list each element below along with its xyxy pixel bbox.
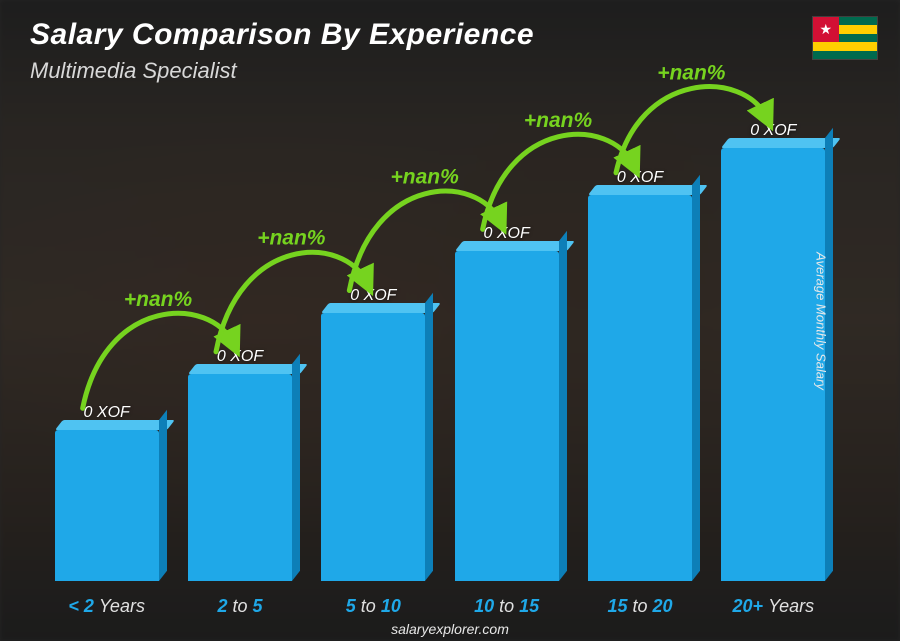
chart-title: Salary Comparison By Experience bbox=[30, 18, 534, 52]
bar-value-label: 0 XOF bbox=[350, 287, 396, 305]
bar bbox=[455, 251, 559, 581]
bar-value-label: 0 XOF bbox=[750, 122, 796, 140]
x-axis-labels: < 2 Years2 to 55 to 1010 to 1515 to 2020… bbox=[40, 596, 840, 617]
bar-group: 0 XOF bbox=[40, 110, 173, 581]
bar-group: 0 XOF bbox=[440, 110, 573, 581]
bar-chart: 0 XOF0 XOF0 XOF0 XOF0 XOF0 XOF bbox=[40, 110, 840, 581]
bar bbox=[188, 374, 292, 581]
x-axis-label: < 2 Years bbox=[40, 596, 173, 617]
x-axis-label: 2 to 5 bbox=[173, 596, 306, 617]
togo-flag-icon: ★ bbox=[812, 16, 878, 60]
bar-group: 0 XOF bbox=[307, 110, 440, 581]
bar bbox=[588, 195, 692, 581]
footer-credit: salaryexplorer.com bbox=[0, 621, 900, 637]
x-axis-label: 20+ Years bbox=[707, 596, 840, 617]
bar-group: 0 XOF bbox=[573, 110, 706, 581]
chart-subtitle: Multimedia Specialist bbox=[30, 58, 534, 84]
x-axis-label: 10 to 15 bbox=[440, 596, 573, 617]
bar bbox=[321, 313, 425, 581]
x-axis-label: 15 to 20 bbox=[573, 596, 706, 617]
bar bbox=[55, 430, 159, 581]
bar-group: 0 XOF bbox=[173, 110, 306, 581]
header: Salary Comparison By Experience Multimed… bbox=[30, 18, 534, 84]
bar bbox=[721, 148, 825, 581]
y-axis-label: Average Monthly Salary bbox=[814, 252, 829, 390]
x-axis-label: 5 to 10 bbox=[307, 596, 440, 617]
